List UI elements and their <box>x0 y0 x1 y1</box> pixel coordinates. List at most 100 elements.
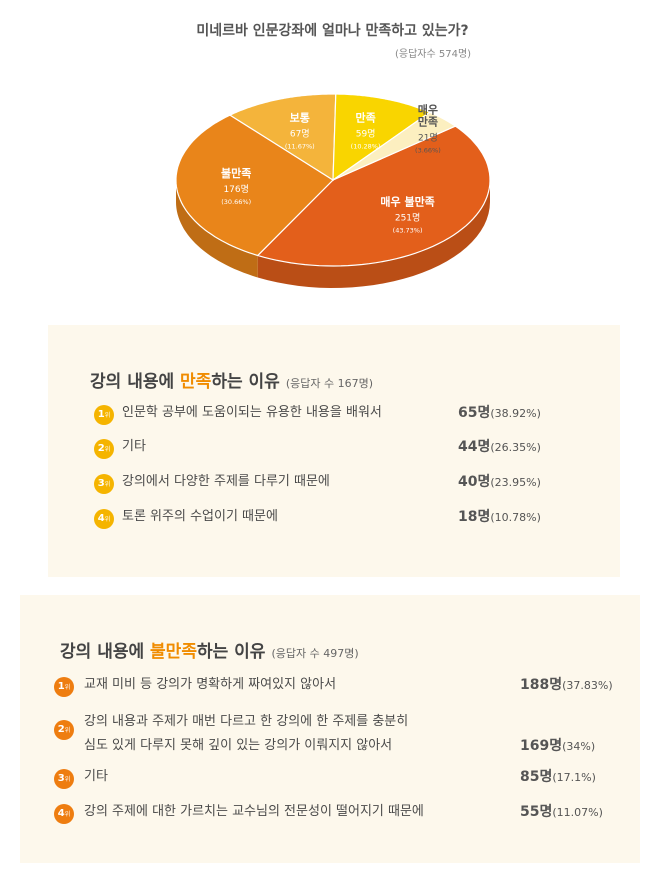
slice-value: 251명 <box>395 213 420 224</box>
reason-count: 169명(34%) <box>520 736 595 757</box>
chart-respondents: (응답자수 574명) <box>395 49 472 60</box>
reason-line: 토론 위주의 수업이기 때문에 <box>122 509 278 524</box>
reason-text: 기타 <box>122 437 146 457</box>
satisfied-reasons-panel: 강의 내용에 만족하는 이유 (응답자 수 167명) 1위 인문학 공부에 도움이… <box>48 325 620 577</box>
count-percent: (38.92%) <box>490 407 541 420</box>
slice-name: 매우 <box>418 102 438 116</box>
reason-count: 18명(10.78%) <box>458 507 541 528</box>
dissatisfied-reason-row: 3위 기타 85명(17.1%) <box>20 767 640 791</box>
count-percent: (17.1%) <box>552 771 596 784</box>
reason-count: 55명(11.07%) <box>520 802 603 823</box>
count-value: 169명 <box>520 738 563 754</box>
title-highlight: 불만족 <box>150 642 197 662</box>
slice-value: 21명 <box>418 132 438 143</box>
slice-value: 만족 <box>418 114 438 128</box>
reason-text: 교재 미비 등 강의가 명확하게 짜여있지 않아서 <box>84 675 336 695</box>
count-value: 85명 <box>520 769 553 785</box>
count-value: 44명 <box>458 439 491 455</box>
satisfied-reason-row: 3위 강의에서 다양한 주제를 다루기 때문에 40명(23.95%) <box>48 472 620 496</box>
slice-value: 176명 <box>223 184 248 195</box>
reason-text: 인문학 공부에 도움이되는 유용한 내용을 배워서 <box>122 403 382 423</box>
count-value: 40명 <box>458 474 491 490</box>
satisfied-reason-row: 1위 인문학 공부에 도움이되는 유용한 내용을 배워서 65명(38.92%) <box>48 403 620 427</box>
pie-slice-0 <box>256 125 491 267</box>
slice-value: (30.66%) <box>221 198 251 206</box>
count-percent: (11.07%) <box>552 806 603 819</box>
title-suffix: 하는 이유 <box>211 372 280 392</box>
rank-unit: 위 <box>64 727 71 734</box>
rank-badge: 1위 <box>54 677 74 697</box>
count-value: 55명 <box>520 804 553 820</box>
pie-label-0: 매우 불만족 251명 (43.73%) <box>380 195 434 235</box>
title-highlight: 만족 <box>180 372 212 392</box>
slice-name: 만족 <box>355 110 375 124</box>
rank-badge: 2위 <box>54 720 74 740</box>
count-value: 65명 <box>458 405 491 421</box>
rank-unit: 위 <box>64 776 71 783</box>
rank-number: 4 <box>57 808 65 819</box>
reason-line: 교재 미비 등 강의가 명확하게 짜여있지 않아서 <box>84 677 337 692</box>
pie-slice-1 <box>175 114 334 257</box>
rank-badge: 3위 <box>94 474 114 494</box>
slice-value: (11.67%) <box>285 142 315 150</box>
slice-value: 59명 <box>356 128 376 139</box>
slice-value: (10.28%) <box>351 142 381 150</box>
rank-unit: 위 <box>104 516 111 523</box>
dissatisfied-reason-row: 2위 강의 내용과 주제가 매번 다르고 한 강의에 한 주제를 충분히 심도 있게… <box>20 712 640 754</box>
pie-side-1 <box>176 180 258 278</box>
slice-name: 보통 <box>290 111 310 124</box>
reason-text: 강의 주제에 대한 가르치는 교수님의 전문성이 떨어지기 때문에 <box>84 802 424 822</box>
title-suffix: 하는 이유 <box>196 642 266 662</box>
rank-unit: 위 <box>64 684 71 691</box>
pie-label-2: 보통 67명 (11.67%) <box>285 111 315 150</box>
count-percent: (34%) <box>562 740 596 753</box>
reason-line: 강의 내용과 주제가 매번 다르고 한 강의에 한 주제를 충분히 <box>84 714 409 729</box>
rank-unit: 위 <box>104 481 111 488</box>
pie-slice-3 <box>332 93 432 182</box>
satisfied-respondents: (응답자 수 167명) <box>285 377 373 390</box>
reason-text: 토론 위주의 수업이기 때문에 <box>122 507 278 527</box>
reason-text: 강의 내용과 주제가 매번 다르고 한 강의에 한 주제를 충분히 심도 있게 다… <box>84 712 408 756</box>
rank-number: 1 <box>57 681 65 692</box>
dissatisfied-reasons-title: 강의 내용에 불만족하는 이유 (응답자 수 497명) <box>60 637 359 662</box>
pie-label-1: 불만족 176명 (30.66%) <box>221 166 251 206</box>
reason-line: 강의 주제에 대한 가르치는 교수님의 전문성이 떨어지기 때문에 <box>84 804 424 819</box>
slice-value: (43.73%) <box>393 227 423 235</box>
reason-count: 85명(17.1%) <box>520 767 596 788</box>
reason-line: 인문학 공부에 도움이되는 유용한 내용을 배워서 <box>122 405 382 420</box>
pie-label-3: 만족 59명 (10.28%) <box>351 110 381 150</box>
slice-name: 불만족 <box>221 166 251 180</box>
dissatisfied-reason-row: 1위 교재 미비 등 강의가 명확하게 짜여있지 않아서 188명(37.83%) <box>20 675 640 699</box>
count-percent: (37.83%) <box>562 679 613 692</box>
rank-number: 3 <box>97 478 105 489</box>
rank-unit: 위 <box>104 446 111 453</box>
count-percent: (23.95%) <box>490 476 541 489</box>
rank-badge: 1위 <box>94 405 114 425</box>
pie-slice-2 <box>228 93 337 182</box>
dissatisfied-reason-row: 4위 강의 주제에 대한 가르치는 교수님의 전문성이 떨어지기 때문에 55명(1… <box>20 802 640 826</box>
rank-number: 4 <box>97 513 105 524</box>
pie-slice-4 <box>332 111 457 181</box>
rank-number: 2 <box>97 443 105 454</box>
rank-badge: 2위 <box>94 439 114 459</box>
satisfied-reason-row: 4위 토론 위주의 수업이기 때문에 18명(10.78%) <box>48 507 620 531</box>
title-prefix: 강의 내용에 <box>90 372 181 392</box>
reason-line: 강의에서 다양한 주제를 다루기 때문에 <box>122 474 330 489</box>
reason-count: 44명(26.35%) <box>458 437 541 458</box>
dissatisfied-respondents: (응답자 수 497명) <box>271 647 359 660</box>
slice-name: 매우 불만족 <box>380 195 434 209</box>
rank-unit: 위 <box>64 811 71 818</box>
reason-text: 기타 <box>84 767 108 787</box>
pie-side-0 <box>257 180 490 288</box>
satisfaction-pie-chart: 매우 불만족 251명 (43.73%) 불만족 176명 (30.66%) 보통 67명 (1… <box>175 93 491 288</box>
reason-line: 기타 <box>84 769 108 784</box>
slice-value: 67명 <box>290 128 310 139</box>
rank-unit: 위 <box>104 412 111 419</box>
reason-count: 65명(38.92%) <box>458 403 541 424</box>
count-percent: (26.35%) <box>490 441 541 454</box>
rank-number: 3 <box>57 773 65 784</box>
satisfied-reasons-title: 강의 내용에 만족하는 이유 (응답자 수 167명) <box>90 367 373 392</box>
reason-text: 강의에서 다양한 주제를 다루기 때문에 <box>122 472 330 492</box>
count-percent: (10.78%) <box>490 511 541 524</box>
